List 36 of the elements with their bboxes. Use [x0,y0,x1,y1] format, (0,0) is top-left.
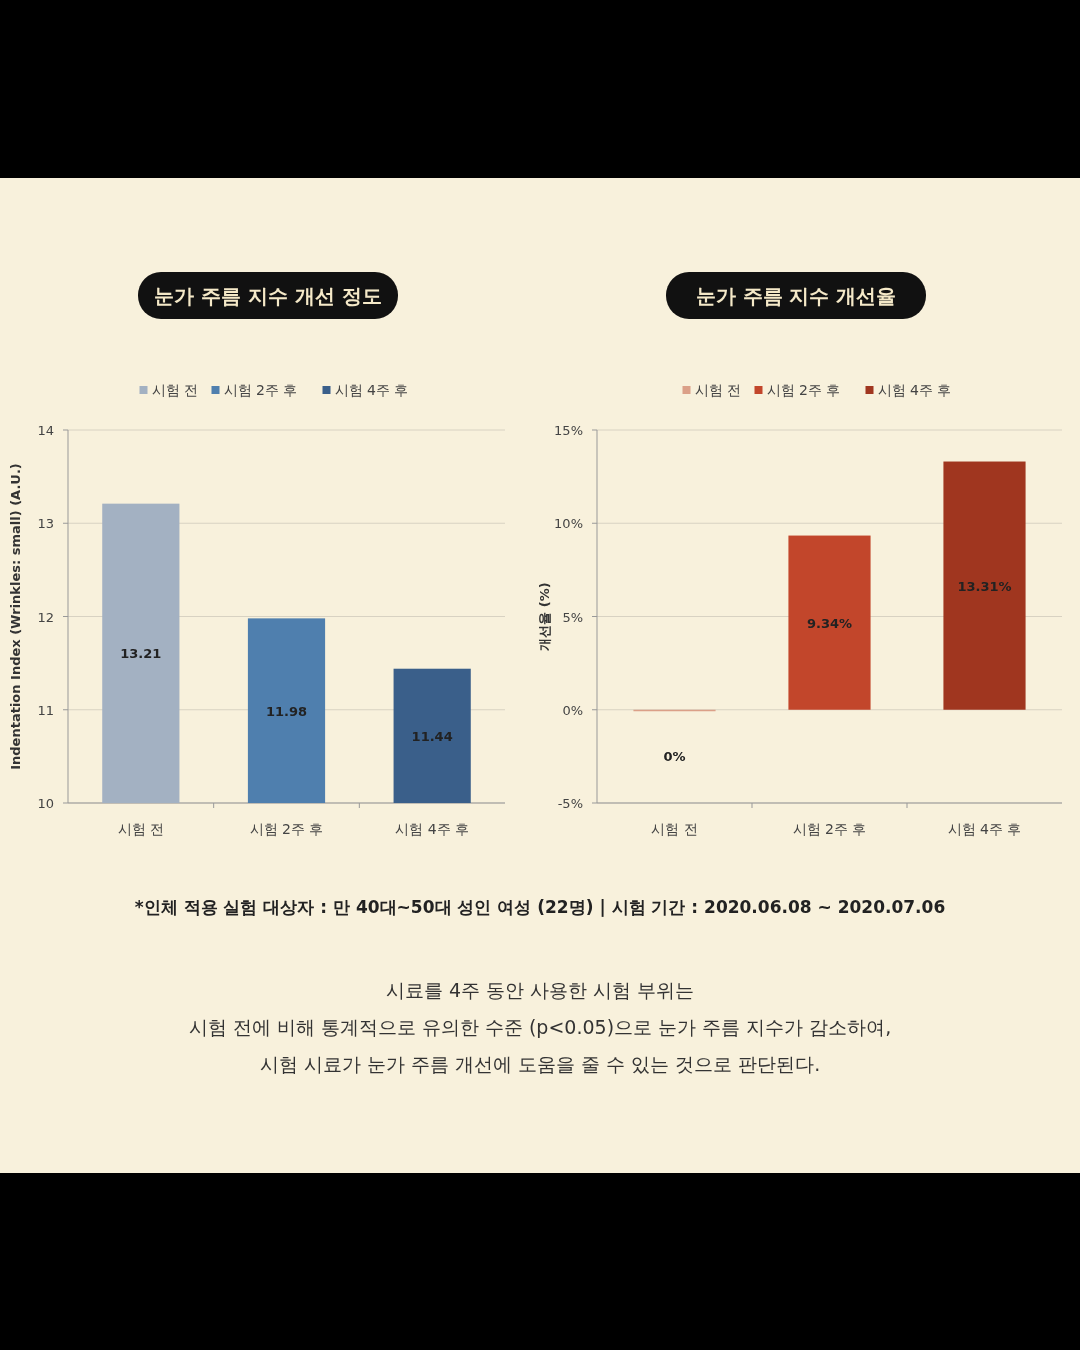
legend-label: 시험 4주 후 [334,382,409,398]
y-tick-label: 11 [37,702,54,718]
chart-title: 눈가 주름 지수 개선율 [695,284,897,308]
y-tick-label: 13 [37,516,54,532]
text: 시험 시료가 눈가 주름 개선에 도움을 줄 수 있는 것으로 판단된다. [259,1053,821,1075]
text: 시험 전에 비해 통계적으로 유의한 수준 (p<0.05)으로 눈가 주름 지수가 감소하여, [188,1016,892,1038]
y-tick-label: 15% [554,423,583,438]
y-tick-label: 14 [37,423,54,438]
legend-label: 시험 2주 후 [766,382,841,398]
x-tick-label: 시험 전 [117,821,165,837]
x-tick-label: 시험 4주 후 [395,821,470,837]
data-label: 9.34% [806,615,853,631]
legend-label: 시험 전 [694,382,741,398]
x-tick-label: 시험 2주 후 [249,821,324,837]
data-label: 13.21 [120,646,162,662]
text: *인체 적용 실험 대상자 : 만 40대~50대 성인 여성 (22명) | 시험 기간 : 2020.06.08 ~ 2020.07.06 [134,897,946,917]
data-label: 11.44 [411,728,453,744]
y-axis-title: Indentation Index (Wrinkles: small) (A.U.) [8,463,23,770]
y-axis-title: 개선율 (%) [537,582,552,651]
x-tick-label: 시험 전 [651,821,698,837]
text: 시료를 4주 동안 사용한 시험 부위는 [385,979,695,1001]
y-tick-label: 12 [37,609,54,625]
chart-title: 눈가 주름 지수 개선 정도 [154,284,382,308]
legend-label: 시험 4주 후 [877,382,952,398]
y-tick-label: 5% [562,609,583,625]
x-tick-label: 시험 4주 후 [947,821,1022,837]
y-tick-label: 0% [562,702,583,718]
x-tick-label: 시험 2주 후 [792,821,867,837]
y-tick-label: 10% [554,516,583,532]
legend-label: 시험 2주 후 [223,382,298,398]
y-tick-label: -5% [557,796,583,811]
data-label: 0% [663,749,686,765]
data-label: 13.31% [957,578,1012,594]
data-label: 11.98 [265,703,308,719]
legend-label: 시험 전 [151,382,198,398]
y-tick-label: 10 [37,796,54,811]
